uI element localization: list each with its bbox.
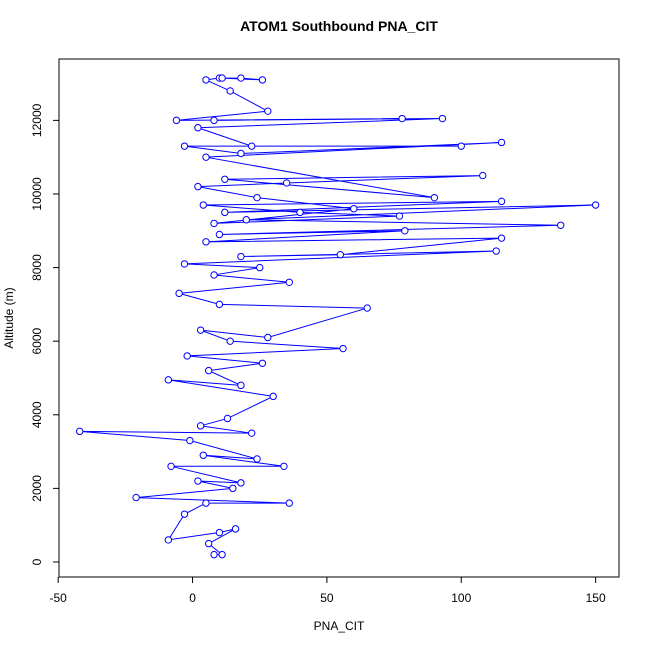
x-tick-label: 100 bbox=[451, 591, 471, 605]
data-point bbox=[186, 436, 194, 445]
data-point bbox=[202, 153, 210, 161]
data-point bbox=[237, 74, 245, 82]
data-point bbox=[132, 493, 140, 502]
data-point bbox=[556, 221, 565, 229]
data-point bbox=[221, 208, 229, 217]
data-point bbox=[194, 182, 202, 191]
data-point bbox=[497, 234, 506, 242]
data-point bbox=[285, 278, 293, 287]
data-point bbox=[210, 550, 218, 559]
data-point bbox=[438, 114, 447, 123]
data-point bbox=[363, 304, 371, 312]
data-point bbox=[395, 212, 404, 220]
data-point bbox=[339, 344, 347, 353]
data-point bbox=[492, 247, 500, 255]
data-point bbox=[183, 352, 191, 360]
data-point bbox=[210, 219, 218, 228]
data-point bbox=[202, 238, 210, 246]
data-point bbox=[180, 260, 189, 268]
data-point bbox=[398, 114, 406, 123]
data-point bbox=[194, 124, 202, 132]
data-point bbox=[258, 76, 267, 84]
data-point bbox=[497, 138, 506, 147]
data-point bbox=[247, 429, 256, 437]
data-point bbox=[221, 175, 229, 183]
data-point bbox=[180, 142, 189, 150]
data-point bbox=[264, 333, 272, 342]
data-point bbox=[196, 422, 205, 430]
data-point bbox=[237, 149, 245, 158]
data-point bbox=[199, 201, 207, 209]
y-tick-label: 0 bbox=[30, 558, 44, 565]
x-axis-label: PNA_CIT bbox=[314, 619, 365, 633]
plot-frame bbox=[58, 58, 620, 578]
data-point bbox=[218, 550, 226, 559]
data-point bbox=[591, 201, 600, 209]
data-point bbox=[210, 271, 218, 279]
data-point bbox=[237, 252, 245, 261]
data-point bbox=[226, 337, 234, 345]
data-point bbox=[430, 193, 439, 202]
data-point bbox=[258, 359, 267, 367]
x-tick-label: 150 bbox=[586, 591, 606, 605]
data-point bbox=[401, 227, 409, 235]
data-point bbox=[247, 142, 256, 150]
data-point bbox=[210, 116, 218, 125]
data-point bbox=[256, 263, 264, 272]
data-point bbox=[336, 251, 345, 259]
data-point bbox=[202, 499, 210, 507]
data-point bbox=[229, 484, 237, 493]
data-point bbox=[194, 477, 202, 485]
data-point bbox=[231, 525, 240, 533]
data-point bbox=[75, 427, 84, 436]
data-point bbox=[175, 289, 183, 298]
y-tick-label: 6000 bbox=[30, 328, 44, 355]
data-point bbox=[199, 451, 207, 459]
y-tick-label: 2000 bbox=[30, 475, 44, 502]
data-point bbox=[204, 366, 213, 375]
data-point bbox=[172, 116, 181, 125]
y-tick-label: 12000 bbox=[30, 103, 44, 137]
y-tick-label: 4000 bbox=[30, 401, 44, 428]
y-axis-label: Altitude (m) bbox=[2, 287, 16, 348]
data-point bbox=[237, 381, 245, 390]
data-point bbox=[285, 499, 293, 507]
data-point bbox=[479, 171, 487, 180]
x-tick-label: -50 bbox=[50, 591, 68, 605]
data-point bbox=[164, 536, 173, 544]
x-tick-label: 0 bbox=[189, 591, 196, 605]
data-line bbox=[79, 77, 596, 556]
data-point bbox=[296, 208, 304, 217]
data-point bbox=[196, 326, 205, 334]
data-point bbox=[237, 479, 245, 487]
data-point bbox=[264, 107, 272, 115]
y-tick-label: 8000 bbox=[30, 254, 44, 281]
data-point bbox=[215, 230, 224, 239]
data-point bbox=[215, 528, 224, 537]
x-tick-label: 50 bbox=[320, 591, 334, 605]
data-point bbox=[253, 193, 261, 202]
data-point bbox=[180, 510, 189, 518]
data-point bbox=[269, 392, 277, 401]
data-point bbox=[280, 462, 288, 471]
data-point bbox=[253, 455, 261, 463]
data-point bbox=[282, 179, 291, 187]
data-point bbox=[226, 87, 234, 95]
data-point bbox=[218, 74, 226, 82]
data-point bbox=[167, 462, 175, 471]
data-point bbox=[223, 414, 232, 423]
data-point bbox=[457, 142, 465, 150]
data-point bbox=[164, 376, 173, 384]
data-point bbox=[242, 216, 250, 224]
data-point bbox=[215, 300, 224, 309]
data-point bbox=[497, 197, 506, 206]
data-point bbox=[350, 205, 358, 213]
y-tick-label: 10000 bbox=[30, 177, 44, 211]
data-point bbox=[202, 76, 210, 84]
data-point bbox=[204, 539, 213, 548]
chart-title: ATOM1 Southbound PNA_CIT bbox=[240, 18, 438, 34]
